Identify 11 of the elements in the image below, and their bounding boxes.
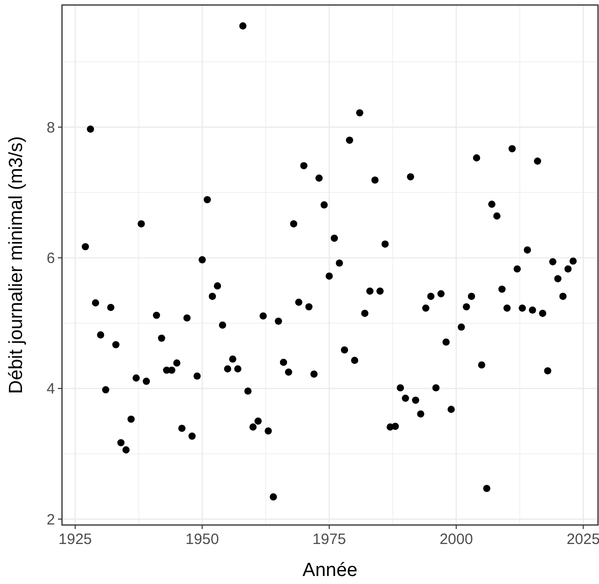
y-tick-label: 6 [46,250,55,268]
y-tick-label: 2 [46,511,55,528]
x-tick-label: 1950 [186,531,219,548]
x-tick-label: 2000 [440,531,473,548]
y-axis-title: Débit journalier minimal (m3/s) [6,136,27,394]
x-tick-label: 2025 [566,531,599,548]
x-axis-title: Année [302,560,358,581]
y-tick-label: 8 [46,119,55,136]
x-tick-label: 1975 [312,531,346,548]
x-tick-label: 1925 [58,531,92,548]
y-tick-label: 4 [46,380,55,398]
